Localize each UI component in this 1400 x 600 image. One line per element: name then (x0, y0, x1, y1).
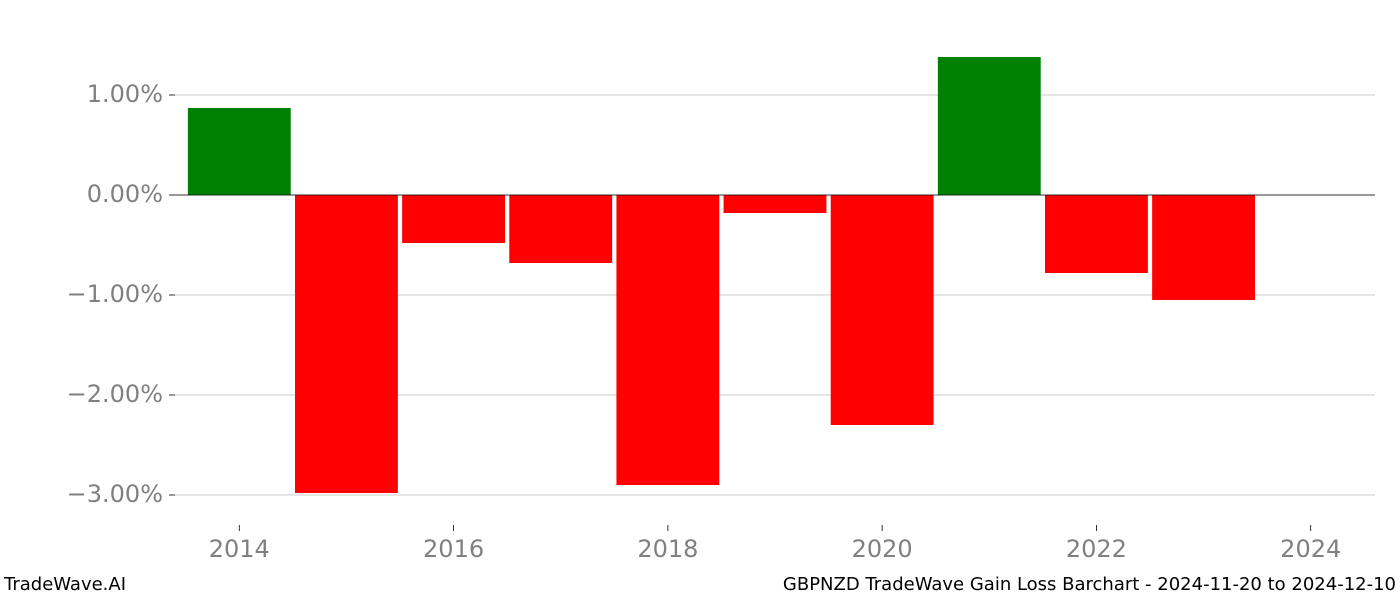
y-tick-label: −1.00% (67, 280, 163, 308)
y-tick-label: 0.00% (87, 180, 163, 208)
x-tick-label: 2016 (423, 535, 484, 563)
y-tick-label: −2.00% (67, 380, 163, 408)
x-tick-label: 2014 (209, 535, 270, 563)
y-tick-label: −3.00% (67, 480, 163, 508)
bar (188, 108, 291, 195)
gain-loss-barchart: −3.00% −2.00% −1.00% 0.00% 1.00% 2014 2016 2018… (0, 0, 1400, 600)
x-tick-label: 2018 (637, 535, 698, 563)
bar (938, 57, 1041, 195)
bar (295, 195, 398, 493)
footer-left-label: TradeWave.AI (3, 574, 126, 595)
bar (724, 195, 827, 213)
footer-right-label: GBPNZD TradeWave Gain Loss Barchart - 20… (783, 574, 1396, 595)
bar (831, 195, 934, 425)
bar (402, 195, 505, 243)
x-tick-label: 2022 (1066, 535, 1127, 563)
bar (616, 195, 719, 485)
chart-container: −3.00% −2.00% −1.00% 0.00% 1.00% 2014 2016 2018… (0, 0, 1400, 600)
x-tick-label: 2024 (1280, 535, 1341, 563)
bar (509, 195, 612, 263)
bar (1152, 195, 1255, 300)
bar (1045, 195, 1148, 273)
x-tick-label: 2020 (852, 535, 913, 563)
y-tick-label: 1.00% (87, 80, 163, 108)
